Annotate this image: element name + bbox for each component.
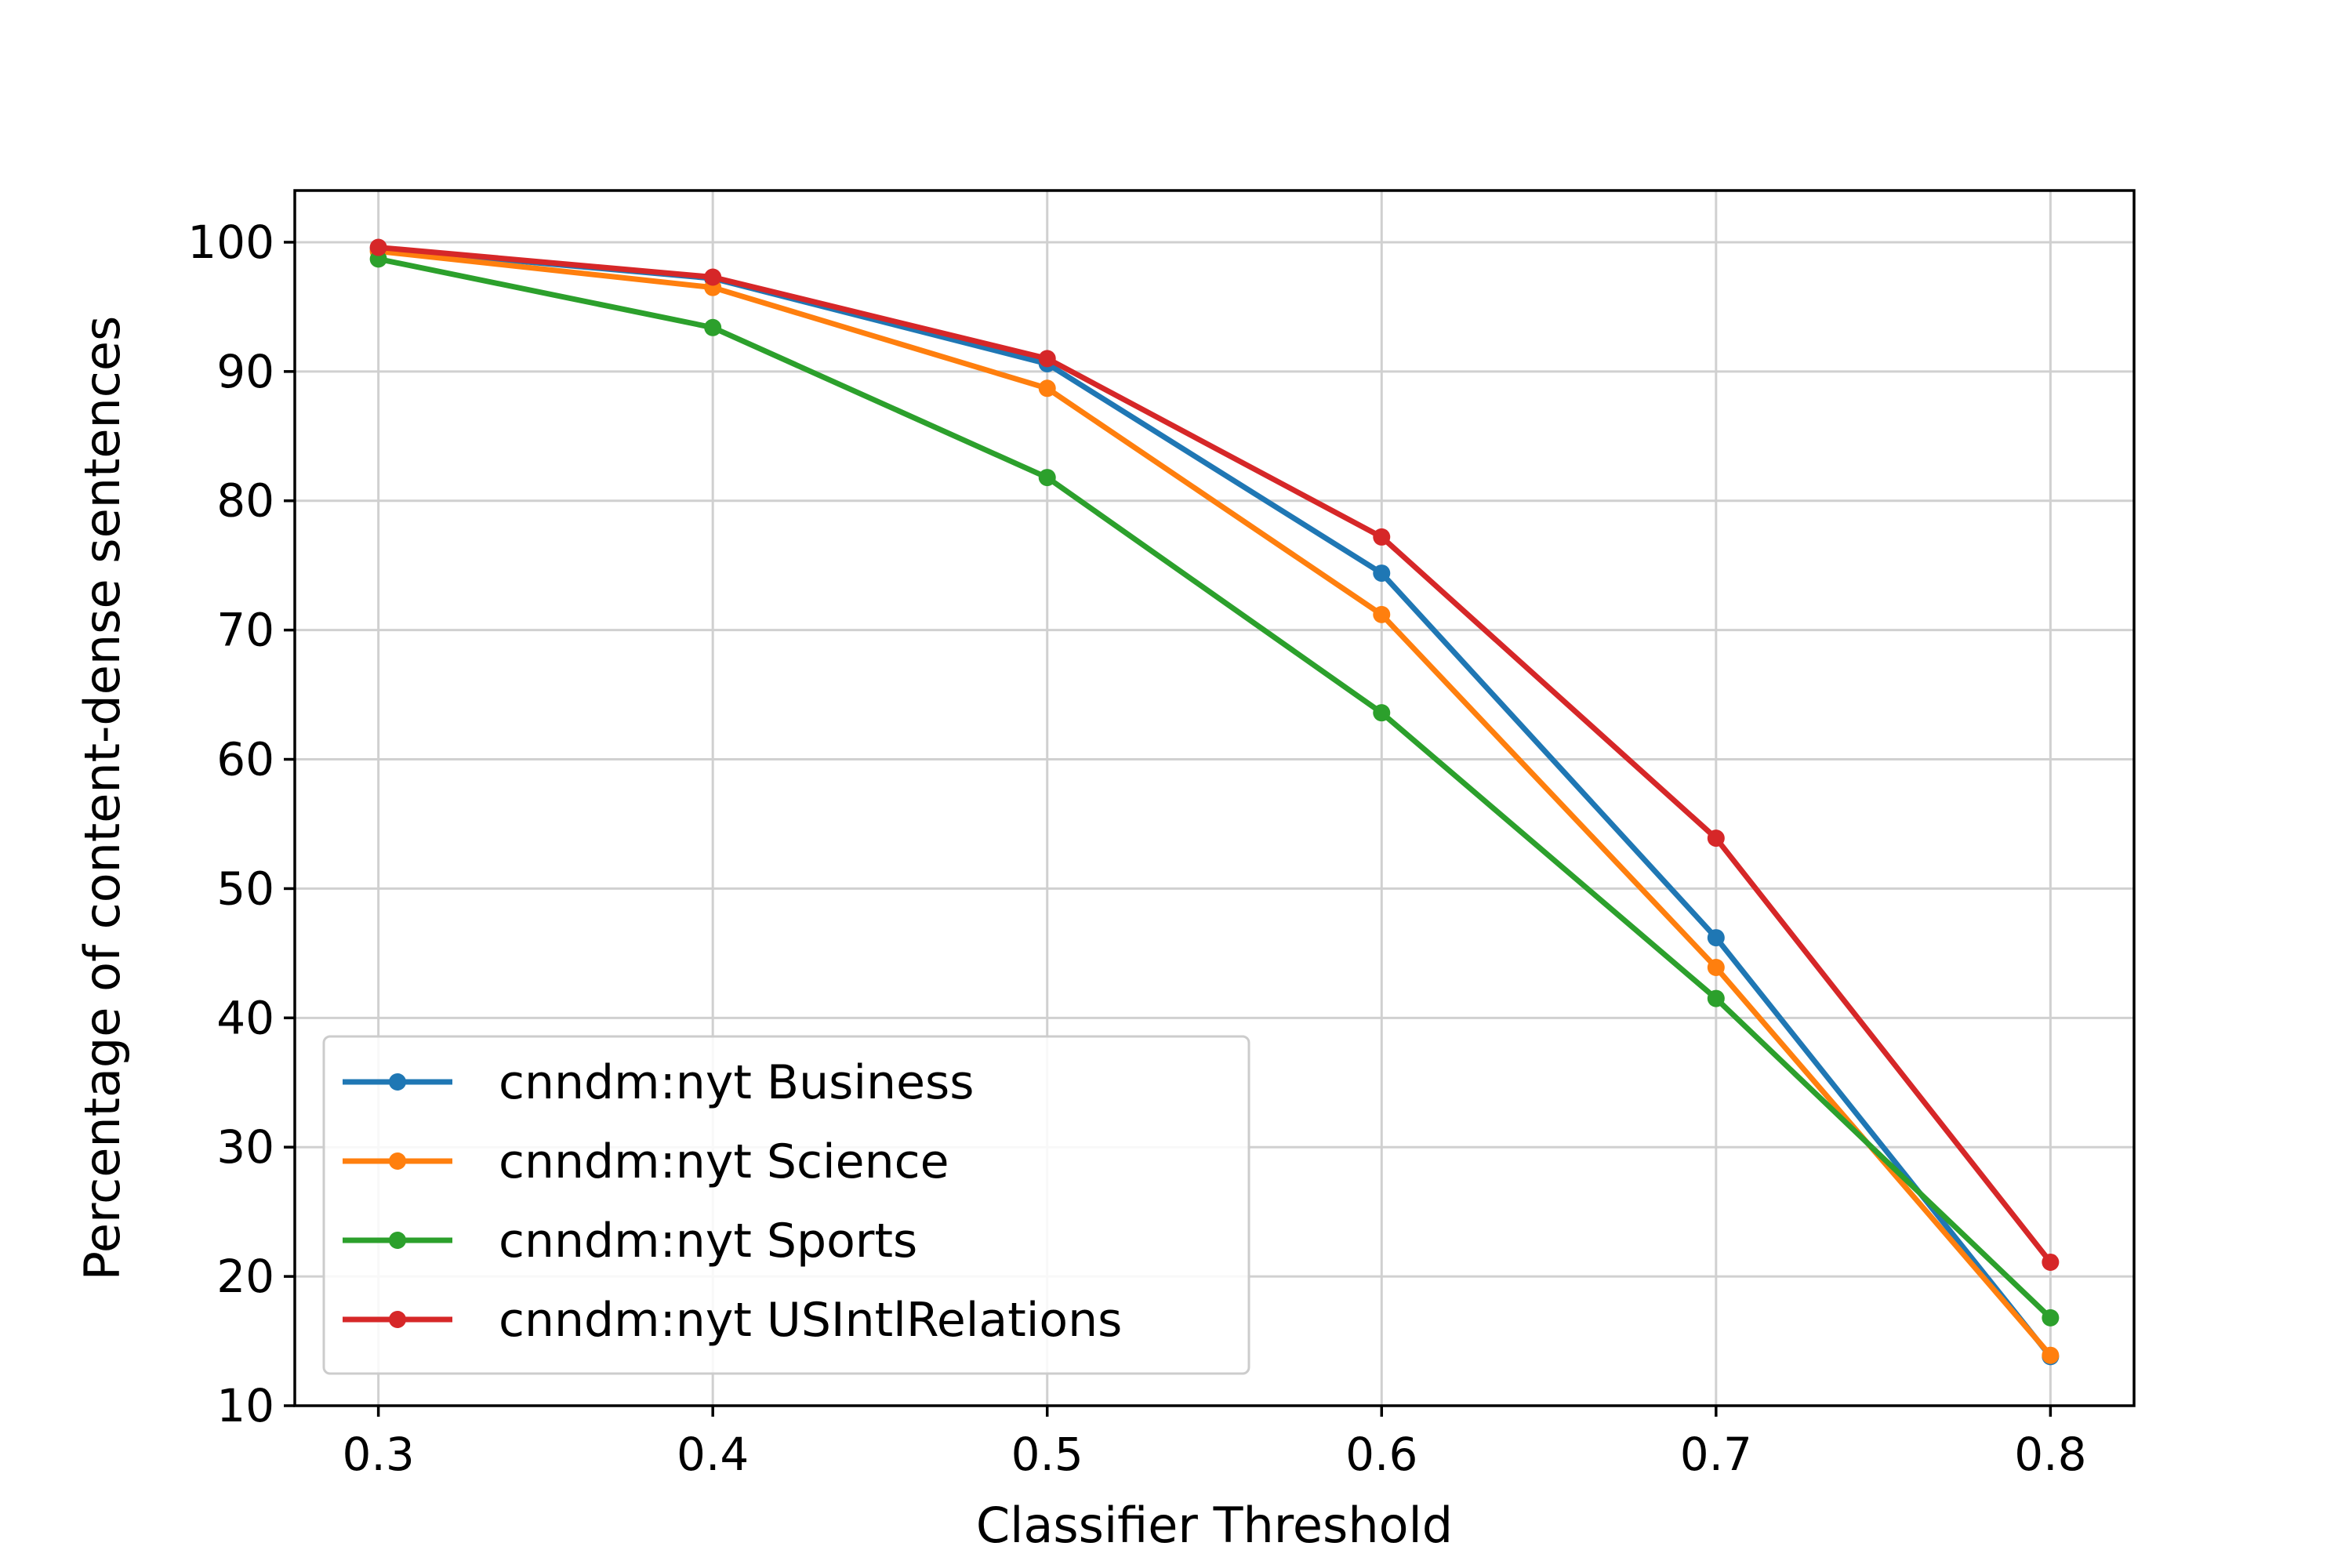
legend-box — [322, 1035, 1250, 1375]
data-point — [2042, 1308, 2060, 1327]
y-tick-label: 70 — [216, 604, 274, 657]
series-line — [376, 256, 2053, 1321]
data-point — [1038, 469, 1056, 487]
data-point — [1373, 564, 1391, 583]
data-point — [1707, 959, 1725, 977]
legend-item: cnndm:nyt Sports — [343, 1214, 917, 1269]
x-tick-label: 0.6 — [1345, 1428, 1417, 1481]
legend-swatch-marker — [389, 1152, 406, 1170]
y-tick-label: 100 — [187, 216, 274, 269]
legend-swatch-marker — [389, 1073, 406, 1091]
data-point — [1038, 350, 1056, 368]
x-tick-label: 0.8 — [2014, 1428, 2086, 1481]
legend-label: cnndm:nyt Science — [499, 1134, 949, 1189]
axis-ticks: 0.3 0.4 0.5 0.6 0.7 0.8 10 20 30 40 50 60 70 80 90 100 — [187, 216, 2086, 1481]
data-point — [2042, 1253, 2060, 1271]
plot-area — [369, 238, 2060, 1366]
y-tick-label: 10 — [216, 1379, 274, 1432]
legend-swatch-marker — [389, 1311, 406, 1328]
data-point — [1373, 605, 1391, 623]
legend-item: cnndm:nyt Business — [343, 1055, 975, 1110]
x-axis-label: Classifier Threshold — [976, 1497, 1453, 1554]
y-axis-label: Percentage of content-dense sentences — [74, 316, 131, 1281]
legend-item: cnndm:nyt USIntlRelations — [343, 1293, 1122, 1348]
y-tick-label: 90 — [216, 345, 274, 398]
y-tick-label: 30 — [216, 1120, 274, 1174]
y-tick-label: 20 — [216, 1250, 274, 1303]
legend-swatch-marker — [389, 1232, 406, 1249]
y-tick-label: 50 — [216, 862, 274, 915]
series-line — [376, 245, 2053, 1265]
y-tick-label: 80 — [216, 474, 274, 528]
x-tick-label: 0.5 — [1011, 1428, 1083, 1481]
x-tick-label: 0.3 — [343, 1428, 415, 1481]
data-point — [1707, 829, 1725, 848]
series-line — [376, 249, 2053, 1359]
data-point — [704, 268, 722, 286]
data-point — [1373, 528, 1391, 546]
x-tick-label: 0.7 — [1680, 1428, 1752, 1481]
legend-label: cnndm:nyt USIntlRelations — [499, 1293, 1122, 1348]
data-point — [1373, 704, 1391, 722]
axes-frame — [293, 189, 2136, 1407]
legend: cnndm:nyt Business cnndm:nyt Science cnndm… — [322, 1035, 1250, 1375]
data-point — [2042, 1346, 2060, 1364]
x-tick-label: 0.4 — [677, 1428, 749, 1481]
data-point — [1707, 989, 1725, 1007]
data-point — [704, 318, 722, 336]
legend-label: cnndm:nyt Sports — [499, 1214, 917, 1269]
legend-item: cnndm:nyt Science — [343, 1134, 949, 1189]
series-3 — [369, 250, 2060, 1327]
legend-label: cnndm:nyt Business — [499, 1055, 975, 1110]
data-point — [369, 238, 387, 256]
y-tick-label: 40 — [216, 991, 274, 1044]
y-tick-label: 60 — [216, 733, 274, 786]
data-point — [1707, 929, 1725, 947]
data-point — [1038, 379, 1056, 397]
series-4 — [369, 238, 2060, 1271]
